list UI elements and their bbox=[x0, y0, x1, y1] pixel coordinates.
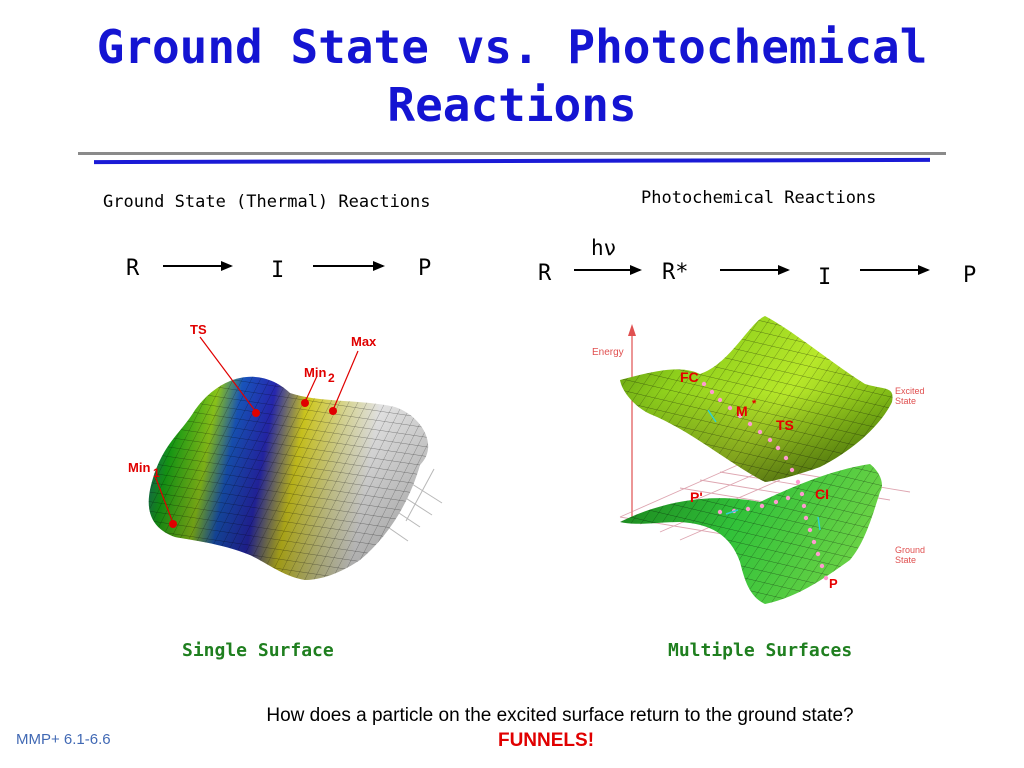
thermal-arrow-2 bbox=[313, 261, 385, 271]
p-prime-label: P' bbox=[690, 489, 703, 505]
min2-subscript: 2 bbox=[328, 371, 335, 385]
footer-reference: MMP+ 6.1-6.6 bbox=[16, 731, 111, 748]
photo-arrow-2 bbox=[720, 265, 790, 275]
energy-axis-label: Energy bbox=[592, 347, 624, 358]
max-label: Max bbox=[351, 334, 377, 349]
excited-state-label-1: Excited bbox=[895, 386, 925, 396]
slide-title: Ground State vs. Photochemical Reactions bbox=[0, 18, 1024, 134]
divider-gray bbox=[78, 152, 946, 155]
m-label: M bbox=[736, 403, 748, 419]
single-surface-figure: TS Max Min 2 Min 1 bbox=[128, 322, 443, 580]
thermal-intermediate: I bbox=[271, 258, 285, 283]
multiple-surfaces-figure: Energy FC M * TS CI P' P Exci bbox=[592, 316, 925, 604]
photo-reactant: R bbox=[538, 261, 552, 286]
photo-intermediate: I bbox=[818, 265, 832, 290]
thermal-product: P bbox=[418, 256, 432, 281]
ground-state-label-1: Ground bbox=[895, 545, 925, 555]
photo-arrow-3 bbox=[860, 265, 930, 275]
title-line-2: Reactions bbox=[387, 78, 637, 132]
photo-arrow-1 bbox=[574, 265, 642, 275]
thermal-heading: Ground State (Thermal) Reactions bbox=[103, 192, 431, 212]
single-surface-caption: Single Surface bbox=[182, 640, 334, 661]
ci-label: CI bbox=[815, 486, 829, 502]
ts-label: TS bbox=[190, 322, 207, 337]
min2-label: Min bbox=[304, 365, 326, 380]
question-text: How does a particle on the excited surfa… bbox=[266, 705, 854, 726]
min1-subscript: 1 bbox=[153, 466, 160, 480]
fc-label: FC bbox=[680, 369, 699, 385]
excited-state-label-2: State bbox=[895, 396, 916, 406]
photo-heading: Photochemical Reactions bbox=[641, 188, 877, 208]
answer-text: FUNNELS! bbox=[497, 730, 595, 751]
thermal-arrow-1 bbox=[163, 261, 233, 271]
ts-excited-label: TS bbox=[776, 417, 794, 433]
divider-blue bbox=[94, 157, 930, 165]
min1-label: Min bbox=[128, 460, 150, 475]
ground-state-label-2: State bbox=[895, 555, 916, 565]
m-star-label: * bbox=[752, 398, 757, 410]
thermal-reactant: R bbox=[126, 256, 140, 281]
title-line-1: Ground State vs. Photochemical bbox=[96, 20, 928, 74]
photon-label: hν bbox=[591, 236, 617, 260]
photo-product: P bbox=[963, 263, 977, 288]
p-label: P bbox=[829, 576, 838, 591]
photo-excited-reactant: R* bbox=[662, 260, 689, 285]
multiple-surfaces-caption: Multiple Surfaces bbox=[668, 640, 853, 661]
